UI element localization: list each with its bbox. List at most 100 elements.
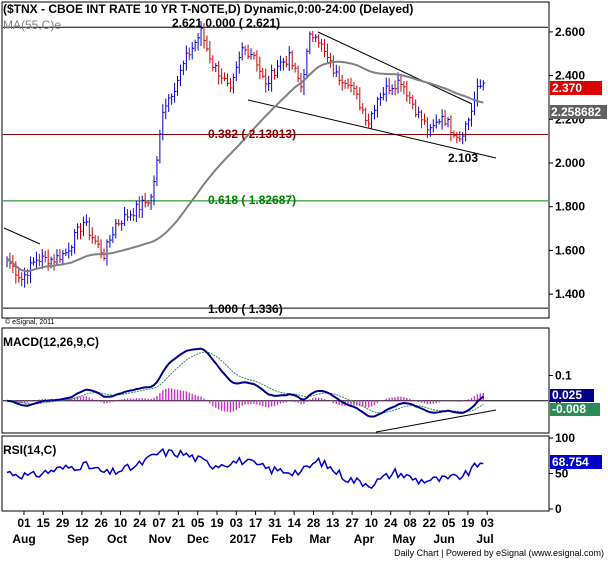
price-bar: [297, 65, 301, 83]
price-bar: [324, 38, 327, 58]
day-label: 17: [249, 516, 263, 530]
rsi-line: [6, 447, 484, 490]
last-price-label: 2.370: [552, 81, 582, 95]
price-bar: [423, 113, 427, 125]
price-bar: [374, 105, 377, 120]
price-bar: [282, 57, 286, 71]
price-bar: [388, 77, 392, 95]
macd-line: [6, 347, 484, 418]
price-bar: [59, 249, 62, 263]
day-label: 03: [230, 516, 244, 530]
price-bar: [53, 253, 57, 271]
price-bar: [418, 106, 421, 119]
macd-panel: [1, 327, 550, 434]
price-bar: [482, 79, 486, 91]
price-tick-label: 1.600: [555, 243, 585, 257]
day-label: 03: [481, 516, 495, 530]
macd-value-badge: [550, 389, 594, 402]
day-label: 13: [326, 516, 340, 530]
ma-value-badge: [550, 105, 607, 119]
price-bar: [371, 111, 374, 130]
price-bar: [200, 21, 204, 47]
price-bar: [65, 248, 68, 256]
price-bar: [212, 55, 215, 72]
price-bar: [56, 249, 59, 266]
price-bar: [244, 45, 248, 56]
month-label: Sep: [67, 532, 89, 546]
price-bar: [429, 123, 433, 137]
price-bar: [341, 75, 345, 91]
price-bar: [150, 193, 154, 210]
day-label: 10: [365, 516, 379, 530]
price-bar: [279, 55, 283, 71]
price-tick-label: 2.400: [555, 69, 585, 83]
day-label: 12: [75, 516, 89, 530]
day-label: 15: [37, 516, 51, 530]
price-bar: [332, 55, 336, 77]
price-bar: [203, 23, 206, 49]
signal-value-label: -0.008: [552, 402, 586, 416]
signal-value-badge: [550, 403, 600, 416]
price-bar: [435, 114, 439, 129]
day-label: 26: [95, 516, 109, 530]
price-bar: [471, 104, 474, 127]
price-bar: [18, 267, 21, 283]
price-tick-label: 2.600: [555, 25, 585, 39]
low-annotation: 2.103: [448, 151, 478, 165]
price-bar: [400, 75, 403, 92]
price-bar: [156, 156, 159, 187]
price-bar: [276, 59, 280, 79]
price-bar: [209, 40, 212, 64]
macd-signal-line: [6, 351, 484, 414]
price-bar: [138, 196, 142, 218]
price-bar: [82, 216, 86, 237]
price-bar: [247, 44, 251, 59]
month-label: Nov: [149, 532, 172, 546]
price-bar: [394, 80, 398, 96]
price-bar: [421, 109, 424, 129]
macd-tick-label: 0.1: [555, 368, 572, 382]
price-bar: [206, 35, 209, 52]
price-bar: [368, 113, 371, 129]
chart-title: ($TNX - CBOE INT RATE 10 YR T-NOTE,D) Dy…: [3, 2, 413, 16]
month-label: Jul: [476, 532, 493, 546]
day-label: 27: [345, 516, 359, 530]
rsi-panel: [1, 435, 550, 512]
prior-trendline: [3, 227, 41, 245]
price-bar: [397, 72, 401, 94]
price-bar: [362, 103, 365, 114]
price-bar: [338, 65, 342, 86]
month-label: Jun: [433, 532, 454, 546]
day-label: 21: [172, 516, 186, 530]
price-bar: [74, 229, 77, 254]
price-bar: [71, 244, 74, 256]
month-label: Mar: [309, 532, 331, 546]
price-bar: [441, 109, 445, 130]
price-bar: [335, 64, 339, 77]
price-bar: [62, 250, 65, 266]
price-bar: [426, 117, 430, 139]
price-bar: [91, 227, 95, 244]
ma-value-label: 2.258682: [551, 105, 601, 119]
price-bar: [94, 234, 98, 245]
price-bar: [294, 62, 298, 73]
macd-trendline: [375, 409, 497, 433]
x-axis-days: 01 15 29 12 26 10 24 07 21 05 19 03 17 31 14 28 13 27 10 24…: [17, 511, 494, 530]
price-panel: [1, 1, 550, 319]
price-bar: [109, 234, 112, 248]
day-label: 24: [384, 516, 398, 530]
upper-trendline: [317, 31, 473, 105]
price-bar: [188, 47, 192, 61]
price-bar: [385, 77, 389, 102]
price-bar: [168, 93, 171, 112]
rsi-value-label: 68.754: [552, 455, 589, 469]
price-bar: [391, 84, 395, 96]
month-label: Apr: [354, 532, 375, 546]
price-bar: [38, 253, 42, 267]
price-bar: [462, 132, 465, 145]
price-bar: [218, 61, 221, 85]
month-label: 2017: [230, 532, 257, 546]
price-bar: [326, 43, 330, 65]
price-bar: [262, 67, 265, 79]
